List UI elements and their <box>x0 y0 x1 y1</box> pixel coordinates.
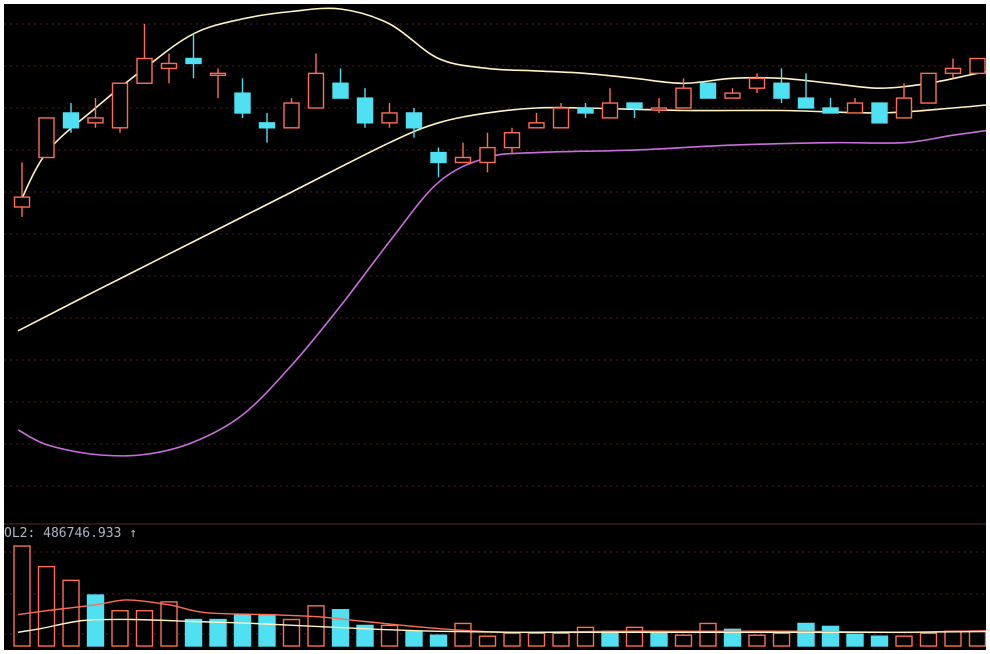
grid-lines <box>4 23 986 635</box>
candle <box>503 127 521 153</box>
volume-bar <box>870 635 889 647</box>
chart-svg: OL2: 486746.933 ↑ <box>4 7 986 647</box>
candle <box>601 88 619 119</box>
candle <box>920 72 937 104</box>
volume-bar <box>625 626 644 647</box>
volume-bar <box>37 565 56 647</box>
volume-bar <box>527 632 546 647</box>
volume-bar <box>478 635 497 647</box>
candle <box>430 147 447 178</box>
volume-bar <box>919 632 938 647</box>
volume-bar <box>895 635 913 647</box>
volume-bar <box>821 625 840 647</box>
candle <box>307 53 325 109</box>
candle <box>258 112 276 143</box>
volume-bar <box>62 579 80 647</box>
candle <box>381 103 398 128</box>
candles <box>13 23 986 217</box>
volume-bar <box>356 624 374 647</box>
candle <box>748 73 766 94</box>
volume-bar <box>674 634 693 647</box>
candle <box>944 58 962 79</box>
volume-bar <box>723 628 742 647</box>
candle <box>332 68 349 99</box>
volume-bar <box>601 630 619 647</box>
volume-bar <box>160 601 178 647</box>
candle <box>87 98 104 128</box>
candle <box>209 68 227 99</box>
candle <box>160 53 178 84</box>
candle <box>356 88 374 128</box>
candle <box>283 98 300 129</box>
candle <box>479 132 496 173</box>
volume-bar <box>772 632 791 647</box>
price-line-3 <box>17 129 986 457</box>
candle <box>675 78 692 109</box>
volume-bar <box>13 545 31 647</box>
volume-label: OL2: 486746.933 ↑ <box>4 526 137 541</box>
volume-bar <box>552 632 570 647</box>
candle <box>650 98 668 113</box>
candle <box>185 33 202 79</box>
volume-bar <box>748 634 766 647</box>
indicator-lines <box>17 7 986 457</box>
price-line-2 <box>17 104 986 332</box>
candle <box>626 102 643 118</box>
candle <box>234 78 251 118</box>
candle <box>552 103 570 129</box>
candle <box>38 117 55 159</box>
volume-bar <box>650 632 668 647</box>
volume-bar <box>258 613 276 647</box>
volume-bar <box>797 622 815 647</box>
candle <box>846 98 864 114</box>
volume-ma-lines <box>17 599 986 634</box>
volume-bar <box>968 630 986 647</box>
candle <box>871 102 888 124</box>
volume-line-2 <box>17 618 986 634</box>
candle <box>136 23 153 84</box>
candle <box>724 88 741 99</box>
candle <box>699 82 717 99</box>
candle <box>405 108 423 138</box>
volume-bar <box>699 622 717 647</box>
candle <box>111 82 129 133</box>
volume-bar <box>405 630 423 647</box>
volume-bar <box>944 630 962 647</box>
volume-line-1 <box>18 599 986 634</box>
volume-bar <box>846 633 864 647</box>
volume-bar <box>233 613 252 647</box>
candle <box>797 73 815 109</box>
candle <box>62 103 80 133</box>
volume-bar <box>380 624 399 647</box>
price-line-1 <box>17 7 986 208</box>
candle <box>773 68 790 104</box>
volume-bar <box>282 618 301 647</box>
volume-bar <box>135 610 154 647</box>
volume-bar <box>454 622 472 647</box>
volume-bar <box>576 626 595 647</box>
candle <box>969 57 986 75</box>
volume-bar <box>209 618 227 647</box>
volume-bar <box>111 610 129 647</box>
candle <box>454 142 472 164</box>
candle <box>822 98 839 114</box>
volume-bar <box>184 618 203 647</box>
candle <box>577 103 594 118</box>
candle <box>13 162 31 217</box>
candle <box>528 112 545 129</box>
volume-bar <box>503 632 521 647</box>
volume-bar <box>429 634 448 647</box>
candle <box>895 83 913 119</box>
chart-frame: OL2: 486746.933 ↑ <box>4 4 986 650</box>
